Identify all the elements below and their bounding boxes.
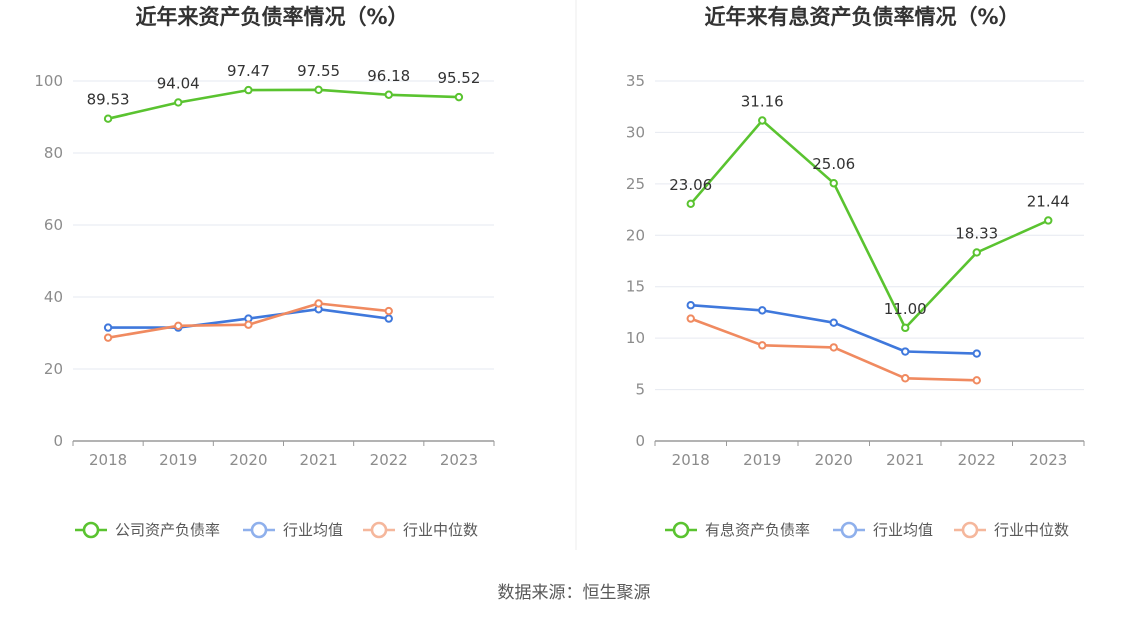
y-tick-label: 20: [626, 226, 645, 244]
data-point: [686, 199, 695, 209]
data-point: [1044, 216, 1053, 225]
y-tick-label: 15: [626, 278, 645, 296]
data-label: 94.04: [157, 74, 200, 92]
data-point: [314, 85, 323, 95]
y-tick-label: 0: [53, 432, 63, 450]
y-tick-label: 25: [626, 175, 645, 193]
y-tick-label: 100: [34, 72, 63, 90]
x-tick-label: 2022: [370, 451, 408, 469]
x-tick-label: 2023: [1029, 451, 1067, 469]
legend-label: 公司资产负债率: [115, 521, 220, 539]
data-point: [758, 341, 767, 350]
data-point: [829, 318, 838, 327]
x-tick-label: 2018: [672, 451, 710, 469]
data-label: 25.06: [812, 155, 855, 173]
x-tick-label: 2021: [299, 451, 337, 469]
data-point: [686, 301, 695, 310]
y-tick-label: 10: [626, 329, 645, 347]
data-point: [901, 347, 910, 356]
legend-label: 行业均值: [873, 521, 933, 539]
y-tick-label: 35: [626, 72, 645, 90]
legend-marker: [961, 521, 979, 539]
data-point: [972, 376, 981, 385]
legend-marker: [370, 521, 388, 539]
data-point: [244, 85, 253, 95]
data-point: [103, 333, 113, 342]
data-label: 96.18: [367, 67, 410, 85]
interest-bearing-debt-ratio-chart: 近年来有息资产负债率情况（%） 0 5 10 15 20 25 30 35 2018 2019 202…: [626, 5, 1085, 539]
y-tick-label: 40: [44, 288, 63, 306]
data-label: 11.00: [884, 300, 927, 318]
series-line: [689, 119, 1049, 330]
data-point: [174, 321, 183, 330]
data-point: [244, 320, 253, 329]
legend-label: 行业中位数: [994, 521, 1069, 539]
chart-title: 近年来有息资产负债率情况（%）: [704, 5, 1019, 29]
y-tick-label: 30: [626, 123, 645, 141]
legend-marker: [840, 521, 858, 539]
data-point: [384, 306, 393, 316]
x-tick-label: 2020: [815, 451, 853, 469]
data-point: [454, 92, 464, 102]
legend-marker: [250, 521, 268, 539]
data-point: [103, 323, 113, 332]
data-point: [314, 299, 323, 308]
data-label: 21.44: [1027, 192, 1070, 210]
x-tick-label: 2018: [89, 451, 127, 469]
y-tick-label: 5: [635, 381, 645, 399]
legend-item: 行业均值: [833, 521, 933, 539]
data-point: [758, 116, 767, 125]
legend-marker: [672, 521, 690, 539]
y-tick-label: 20: [44, 360, 63, 378]
data-point: [103, 114, 113, 123]
data-point: [901, 323, 910, 333]
data-label: 18.33: [955, 224, 998, 242]
x-tick-label: 2021: [886, 451, 924, 469]
data-label: 97.55: [297, 62, 340, 80]
debt-ratio-chart: 近年来资产负债率情况（%） 0 20 40 60 80 100 2018 2019 2020 202…: [34, 5, 495, 539]
data-point: [174, 98, 183, 107]
data-point: [384, 314, 393, 323]
data-label: 97.47: [227, 62, 270, 80]
data-label: 31.16: [741, 92, 784, 110]
chart-title: 近年来资产负债率情况（%）: [135, 5, 408, 29]
data-point: [901, 374, 910, 383]
x-tick-label: 2022: [958, 451, 996, 469]
legend-item: 行业中位数: [363, 521, 478, 539]
series-line: [107, 88, 459, 120]
legend-label: 行业中位数: [403, 521, 478, 539]
legend-marker: [82, 521, 100, 539]
data-label: 89.53: [87, 91, 130, 109]
data-point: [972, 248, 981, 257]
data-point: [384, 90, 393, 99]
data-point: [758, 306, 767, 315]
legend-item: 有息资产负债率: [665, 521, 810, 539]
data-point: [829, 343, 838, 352]
y-tick-label: 0: [635, 432, 645, 450]
x-tick-label: 2023: [440, 451, 478, 469]
legend-label: 行业均值: [283, 521, 343, 539]
legend-item: 行业中位数: [954, 521, 1069, 539]
x-tick-label: 2019: [159, 451, 197, 469]
data-point: [686, 314, 695, 323]
data-label: 23.06: [669, 176, 712, 194]
y-tick-label: 80: [44, 144, 63, 162]
x-tick-label: 2019: [743, 451, 781, 469]
legend-label: 有息资产负债率: [705, 521, 810, 539]
data-label: 95.52: [437, 69, 480, 87]
data-source: 数据来源：恒生聚源: [498, 583, 651, 603]
x-tick-label: 2020: [229, 451, 267, 469]
y-tick-label: 60: [44, 216, 63, 234]
legend-item: 公司资产负债率: [75, 521, 220, 539]
legend-item: 行业均值: [243, 521, 343, 539]
data-point: [829, 179, 838, 188]
data-point: [972, 349, 981, 358]
